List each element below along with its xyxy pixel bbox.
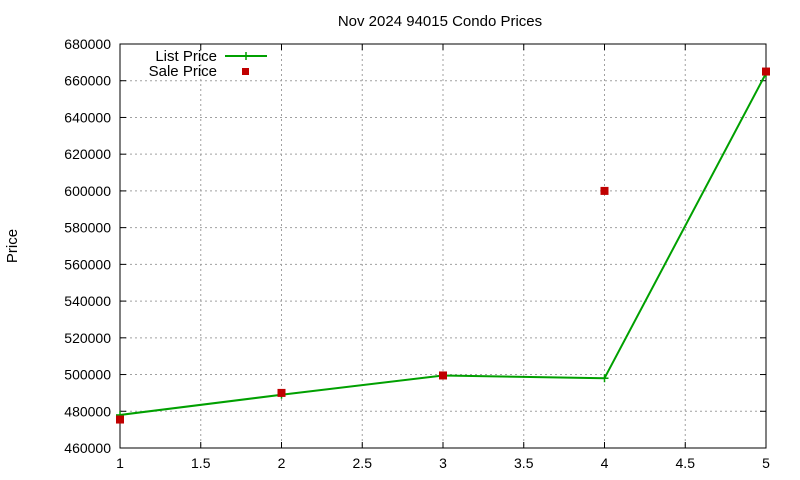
plot-frame	[119, 43, 767, 449]
ticks-layer: 1 1.5 2 2.5 3 3.5 4 4.5 5 460000 480000 500000 52000…	[64, 36, 770, 471]
chart-title: Nov 2024 94015 Condo Prices	[338, 13, 542, 30]
y-tick-label: 460000	[64, 440, 111, 456]
legend-marker-sale-price	[242, 68, 249, 75]
legend-label-list-price: List Price	[155, 48, 217, 65]
x-tick-label: 1	[116, 455, 124, 471]
sale-price-point	[600, 186, 609, 195]
sale-price-point	[439, 371, 447, 380]
grid-layer	[120, 44, 766, 448]
y-tick-label: 500000	[64, 367, 111, 383]
y-tick-label: 480000	[64, 403, 111, 419]
legend-label-sale-price: Sale Price	[149, 63, 217, 80]
sale-price-point	[277, 388, 286, 397]
y-tick-label: 580000	[64, 220, 111, 236]
x-tick-label: 3	[439, 455, 447, 471]
y-tick-label: 600000	[64, 183, 111, 199]
x-tick-label: 2	[278, 455, 286, 471]
series-layer	[116, 67, 770, 424]
x-tick-label: 2.5	[353, 455, 373, 471]
list-price-point	[600, 374, 609, 383]
y-tick-label: 520000	[64, 330, 111, 346]
x-tick-label: 5	[762, 455, 770, 471]
y-tick-label: 660000	[64, 73, 111, 89]
y-tick-label: 560000	[64, 256, 111, 272]
y-tick-label: 640000	[64, 109, 111, 125]
sale-price-point	[116, 415, 124, 424]
y-tick-label: 540000	[64, 293, 111, 309]
y-axis-title: Price	[4, 229, 21, 263]
sale-price-point	[762, 67, 770, 76]
x-tick-label: 3.5	[514, 455, 534, 471]
y-tick-label: 680000	[64, 36, 111, 52]
y-tick-label: 620000	[64, 146, 111, 162]
legend-marker-list-price	[242, 52, 250, 60]
x-tick-label: 4	[601, 455, 609, 471]
legend: List Price Sale Price	[149, 48, 267, 80]
x-tick-label: 1.5	[191, 455, 211, 471]
x-tick-label: 4.5	[676, 455, 696, 471]
